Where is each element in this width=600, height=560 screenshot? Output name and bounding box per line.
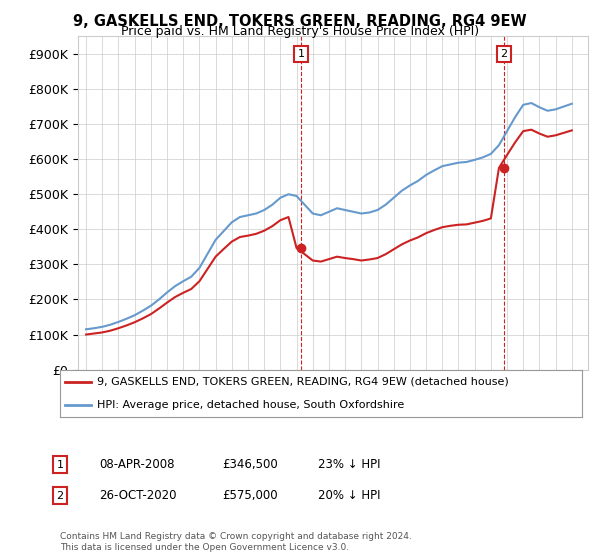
Text: 9, GASKELLS END, TOKERS GREEN, READING, RG4 9EW: 9, GASKELLS END, TOKERS GREEN, READING, … [73, 14, 527, 29]
Text: 26-OCT-2020: 26-OCT-2020 [99, 489, 176, 502]
Text: Contains HM Land Registry data © Crown copyright and database right 2024.
This d: Contains HM Land Registry data © Crown c… [60, 532, 412, 552]
Text: £575,000: £575,000 [222, 489, 278, 502]
Text: 20% ↓ HPI: 20% ↓ HPI [318, 489, 380, 502]
Text: Price paid vs. HM Land Registry's House Price Index (HPI): Price paid vs. HM Land Registry's House … [121, 25, 479, 38]
Text: £346,500: £346,500 [222, 458, 278, 472]
Text: 2: 2 [500, 49, 508, 59]
Text: 08-APR-2008: 08-APR-2008 [99, 458, 175, 472]
Text: 2: 2 [56, 491, 64, 501]
Text: 23% ↓ HPI: 23% ↓ HPI [318, 458, 380, 472]
Text: 1: 1 [298, 49, 304, 59]
Text: 9, GASKELLS END, TOKERS GREEN, READING, RG4 9EW (detached house): 9, GASKELLS END, TOKERS GREEN, READING, … [97, 376, 508, 386]
Text: 1: 1 [56, 460, 64, 470]
Text: HPI: Average price, detached house, South Oxfordshire: HPI: Average price, detached house, Sout… [97, 400, 404, 410]
